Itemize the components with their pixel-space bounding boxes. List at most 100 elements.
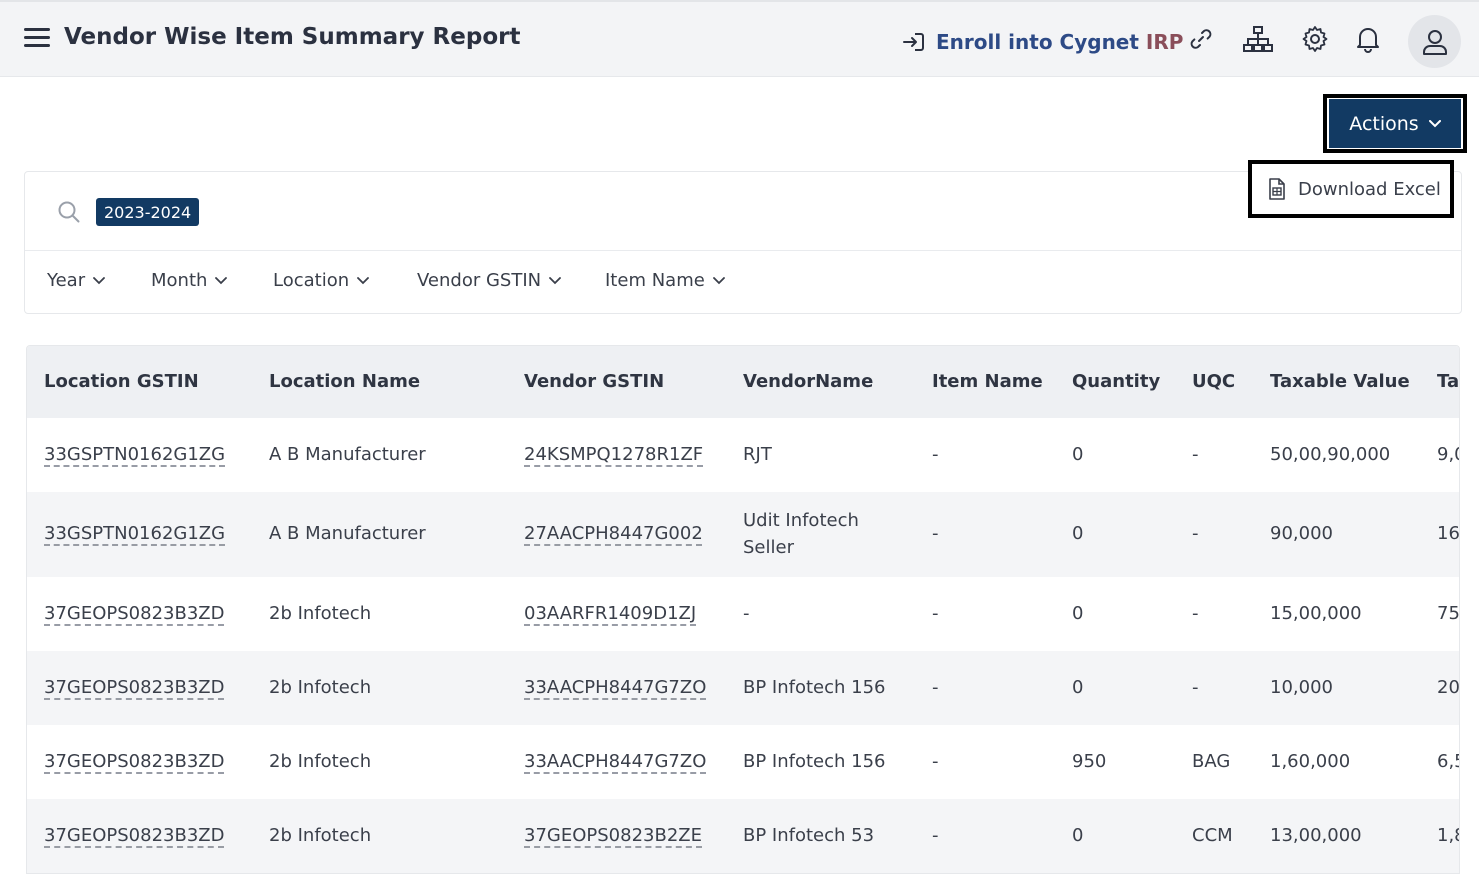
sign-in-icon <box>903 33 924 51</box>
uqc-cell: BAG <box>1192 751 1231 772</box>
top-bar: Vendor Wise Item Summary Report Enroll i… <box>0 0 1479 77</box>
bell-icon[interactable] <box>1353 24 1383 54</box>
column-header[interactable]: Location GSTIN <box>44 371 199 392</box>
download-excel-menu-item[interactable]: Download Excel <box>1256 168 1446 210</box>
location-name-cell: A B Manufacturer <box>269 523 426 544</box>
filter-label: Item Name <box>605 270 705 291</box>
tax-cell: 9,0 <box>1437 444 1459 465</box>
item-name-cell: - <box>932 751 939 772</box>
quantity-cell: 0 <box>1072 603 1084 624</box>
location-name-cell: 2b Infotech <box>269 825 372 846</box>
page-title: Vendor Wise Item Summary Report <box>64 24 521 50</box>
tax-cell: 16, <box>1437 523 1460 544</box>
quantity-cell: 0 <box>1072 523 1084 544</box>
uqc-cell: CCM <box>1192 825 1233 846</box>
location-gstin-cell[interactable]: 33GSPTN0162G1ZG <box>44 523 226 544</box>
gear-icon[interactable] <box>1300 24 1330 54</box>
location-gstin-cell[interactable]: 37GEOPS0823B3ZD <box>44 603 225 624</box>
item-name-cell: - <box>932 444 939 465</box>
vendor-name-cell: Udit Infotech Seller <box>743 510 859 558</box>
uqc-cell: - <box>1192 603 1199 624</box>
quantity-cell: 0 <box>1072 825 1084 846</box>
link-icon[interactable] <box>1186 24 1216 54</box>
taxable-value-cell: 1,60,000 <box>1270 751 1351 772</box>
chevron-down-icon <box>357 276 370 284</box>
table-row: 37GEOPS0823B3ZD 2b Infotech 03AARFR1409D… <box>27 577 1460 651</box>
quantity-cell: 0 <box>1072 444 1084 465</box>
table-row: 37GEOPS0823B3ZD 2b Infotech 37GEOPS0823B… <box>27 799 1459 873</box>
column-header[interactable]: Taxable Value <box>1270 371 1410 392</box>
table-header: Location GSTIN Location Name Vendor GSTI… <box>27 346 1460 418</box>
search-icon[interactable] <box>57 200 81 224</box>
filter-vendor-gstin[interactable]: Vendor GSTIN <box>417 270 562 291</box>
column-header[interactable]: Location Name <box>269 371 421 392</box>
filter-year[interactable]: Year <box>47 270 106 291</box>
vendor-gstin-cell[interactable]: 24KSMPQ1278R1ZF <box>524 444 704 465</box>
taxable-value-cell: 10,000 <box>1270 677 1333 698</box>
search-row: 2023-2024 <box>25 172 1461 251</box>
tax-cell: 6,5 <box>1437 751 1459 772</box>
column-header[interactable]: Item Name <box>932 371 1043 392</box>
taxable-value-cell: 13,00,000 <box>1270 825 1362 846</box>
report-table: Location GSTIN Location Name Vendor GSTI… <box>26 345 1460 874</box>
chevron-down-icon <box>712 276 725 284</box>
tax-cell: 1,8 <box>1437 825 1459 846</box>
enroll-irp-link[interactable]: Enroll into Cygnet IRP <box>902 28 1183 56</box>
user-icon <box>1422 29 1447 55</box>
sitemap-icon[interactable] <box>1243 24 1273 54</box>
vendor-name-cell: BP Infotech 156 <box>743 677 886 698</box>
filter-label: Year <box>47 270 86 291</box>
filter-location[interactable]: Location <box>273 270 370 291</box>
download-excel-label: Download Excel <box>1298 178 1441 200</box>
table-row: 33GSPTN0162G1ZG A B Manufacturer 27AACPH… <box>27 492 1460 577</box>
taxable-value-cell: 90,000 <box>1270 523 1333 544</box>
chevron-down-icon <box>1428 119 1441 127</box>
chevron-down-icon <box>93 276 106 284</box>
location-gstin-cell[interactable]: 37GEOPS0823B3ZD <box>44 677 225 698</box>
chevron-down-icon <box>215 276 228 284</box>
vendor-gstin-cell[interactable]: 27AACPH8447G002 <box>524 523 703 544</box>
column-header[interactable]: VendorName <box>743 371 874 392</box>
enroll-suffix: IRP <box>1145 30 1184 54</box>
vendor-gstin-cell[interactable]: 33AACPH8447G7ZO <box>524 751 707 772</box>
table-row: 37GEOPS0823B3ZD 2b Infotech 33AACPH8447G… <box>27 725 1459 799</box>
quantity-cell: 950 <box>1072 751 1107 772</box>
item-name-cell: - <box>932 523 939 544</box>
location-name-cell: 2b Infotech <box>269 751 372 772</box>
location-name-cell: 2b Infotech <box>269 677 372 698</box>
column-header[interactable]: Quantity <box>1072 371 1161 392</box>
vendor-gstin-cell[interactable]: 03AARFR1409D1ZJ <box>524 603 697 624</box>
vendor-gstin-cell[interactable]: 37GEOPS0823B2ZE <box>524 825 702 846</box>
filter-row: Year Month Location Vendor GSTIN Item Na… <box>25 252 1461 314</box>
filter-month[interactable]: Month <box>151 270 228 291</box>
location-gstin-cell[interactable]: 37GEOPS0823B3ZD <box>44 751 225 772</box>
uqc-cell: - <box>1192 677 1199 698</box>
vendor-name-cell: RJT <box>743 444 772 465</box>
location-gstin-cell[interactable]: 37GEOPS0823B3ZD <box>44 825 225 846</box>
location-gstin-cell[interactable]: 33GSPTN0162G1ZG <box>44 444 226 465</box>
filter-item-name[interactable]: Item Name <box>605 270 725 291</box>
menu-icon[interactable] <box>24 28 50 48</box>
vendor-gstin-cell[interactable]: 33AACPH8447G7ZO <box>524 677 707 698</box>
actions-highlight <box>1323 94 1467 153</box>
column-header[interactable]: UQC <box>1192 371 1236 392</box>
column-header[interactable]: Ta <box>1437 371 1460 392</box>
taxable-value-cell: 50,00,90,000 <box>1270 444 1391 465</box>
user-avatar[interactable] <box>1408 15 1461 68</box>
quantity-cell: 0 <box>1072 677 1084 698</box>
item-name-cell: - <box>932 825 939 846</box>
tax-cell: 20 <box>1437 677 1460 698</box>
actions-button[interactable]: Actions <box>1329 99 1461 148</box>
location-name-cell: 2b Infotech <box>269 603 372 624</box>
year-filter-chip[interactable]: 2023-2024 <box>96 198 200 226</box>
taxable-value-cell: 15,00,000 <box>1270 603 1362 624</box>
item-name-cell: - <box>932 603 939 624</box>
filter-label: Month <box>151 270 208 291</box>
excel-file-icon <box>1269 178 1285 200</box>
item-name-cell: - <box>932 677 939 698</box>
filter-label: Location <box>273 270 350 291</box>
column-header[interactable]: Vendor GSTIN <box>524 371 665 392</box>
tax-cell: 75, <box>1437 603 1460 624</box>
uqc-cell: - <box>1192 444 1199 465</box>
vendor-name-cell: BP Infotech 53 <box>743 825 875 846</box>
